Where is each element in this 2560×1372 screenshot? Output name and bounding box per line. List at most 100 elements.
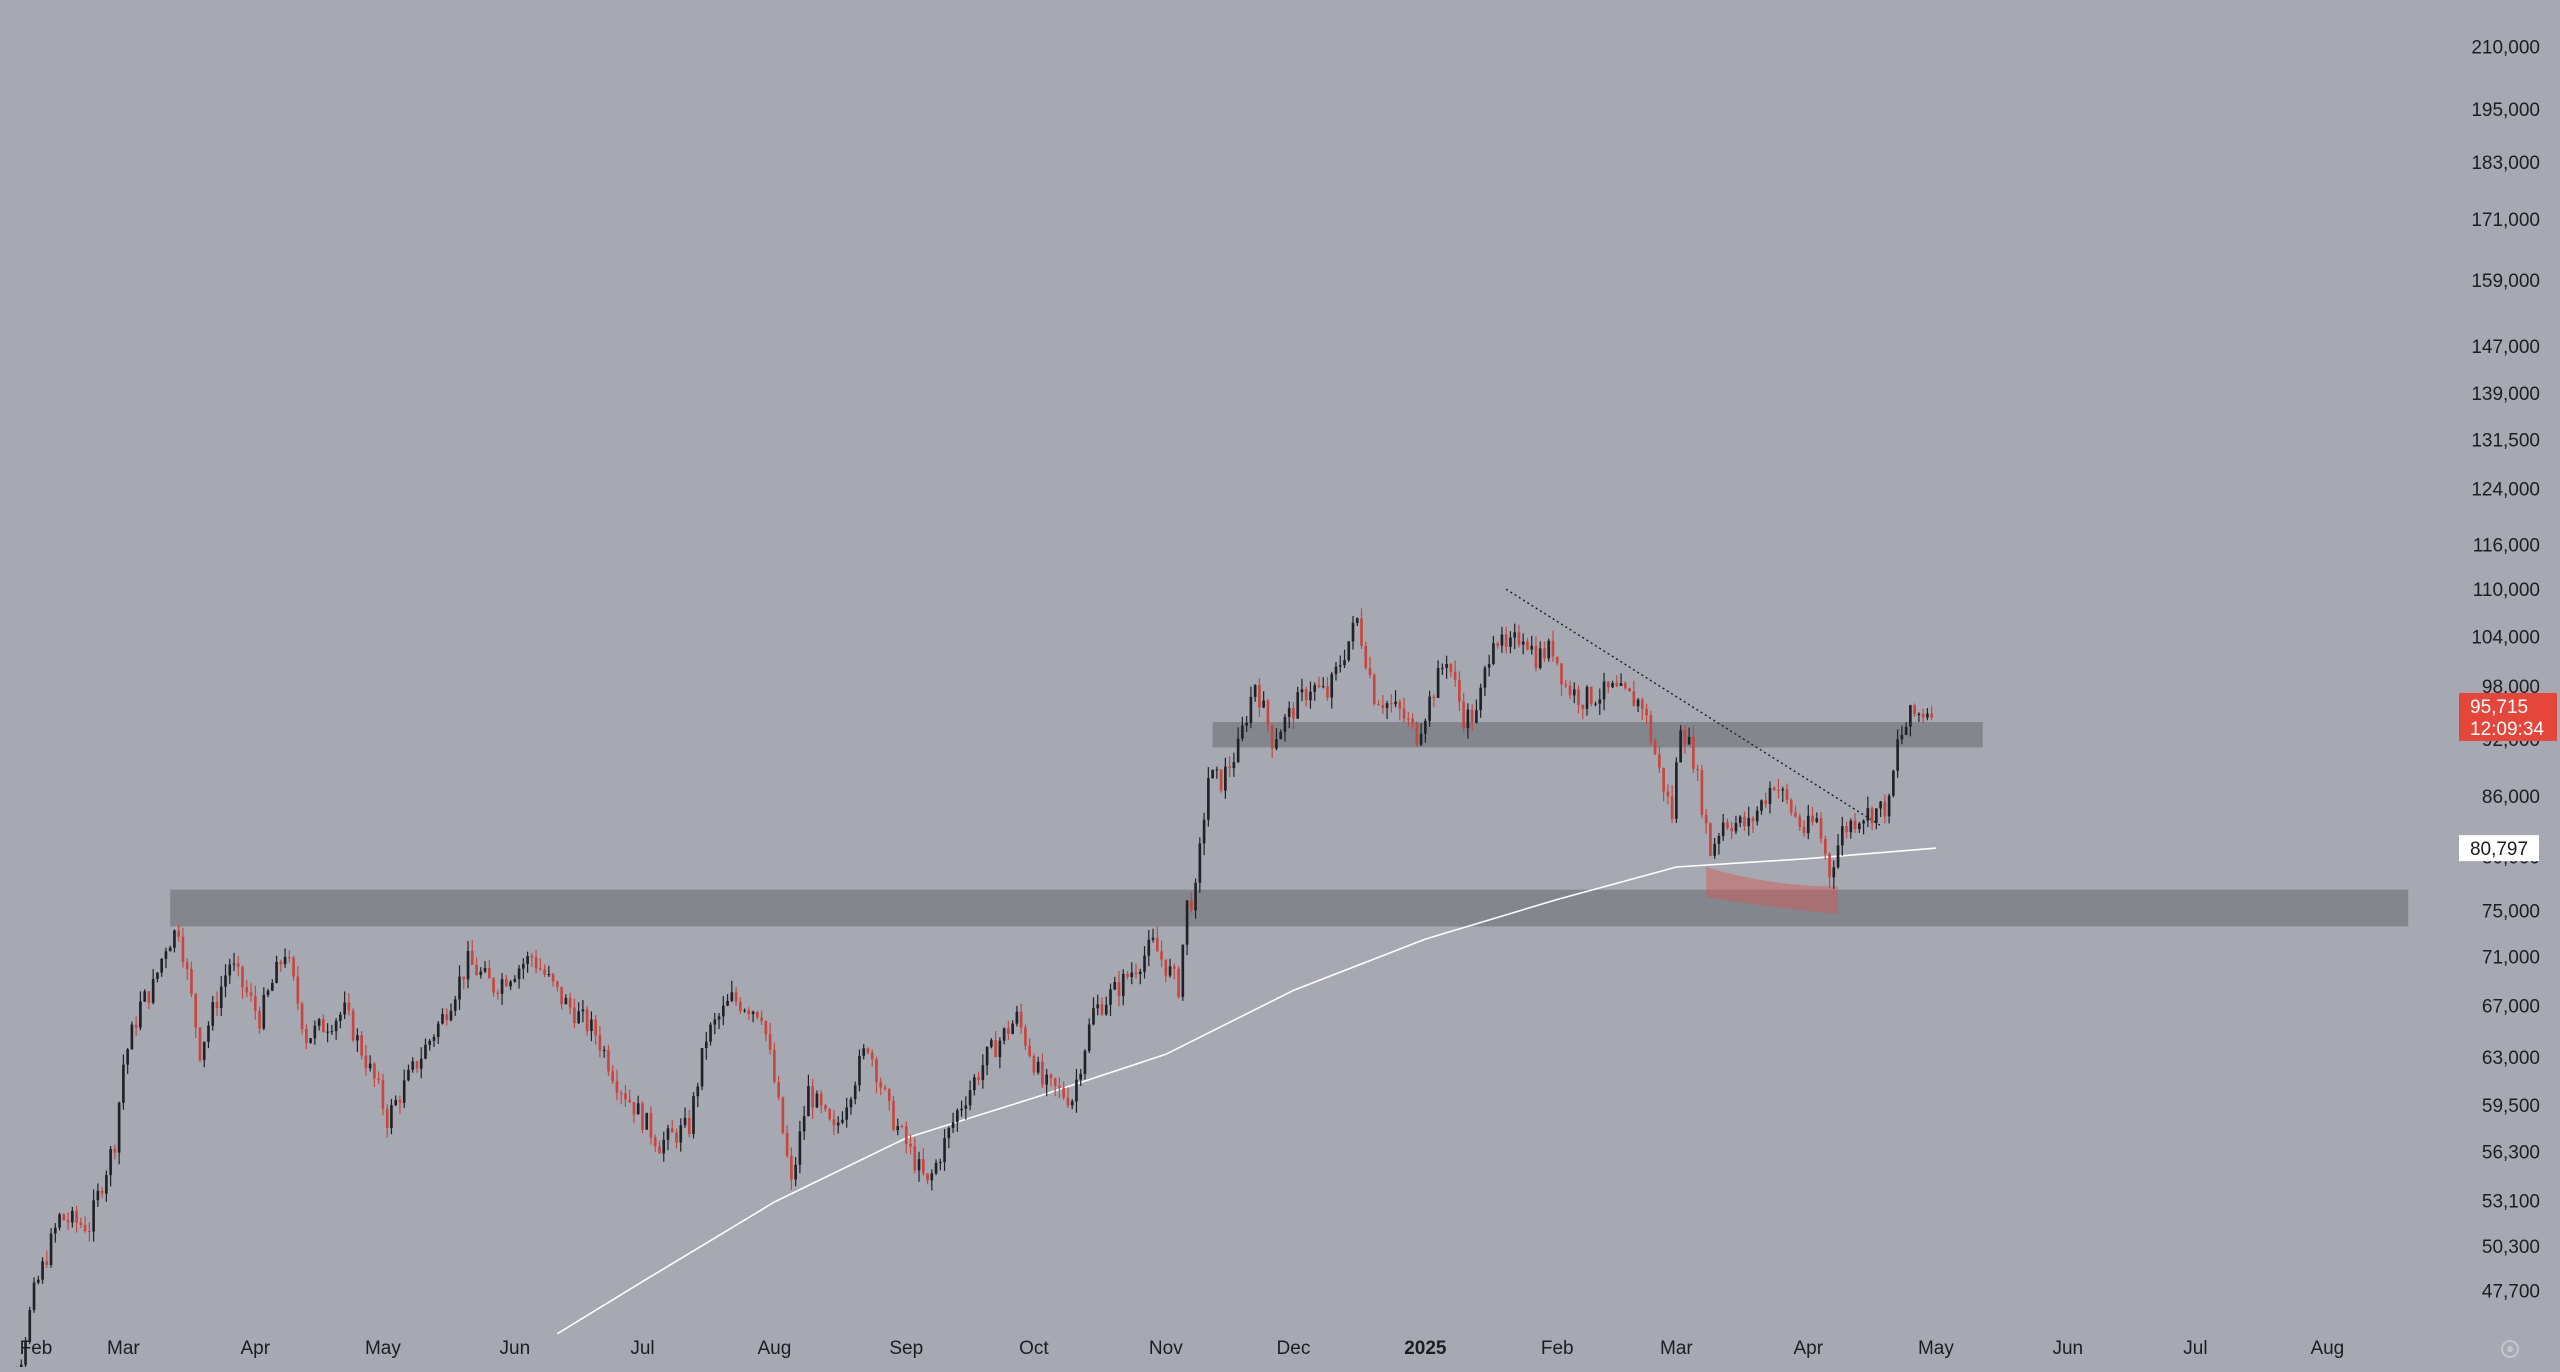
candle[interactable] <box>981 1065 985 1081</box>
candle[interactable] <box>1653 741 1657 755</box>
candle[interactable] <box>1194 882 1197 911</box>
candle[interactable] <box>1819 818 1823 839</box>
candle[interactable] <box>1015 1011 1019 1024</box>
candle[interactable] <box>1002 1028 1006 1041</box>
candle[interactable] <box>696 1086 700 1097</box>
candle[interactable] <box>279 961 283 965</box>
candle[interactable] <box>938 1162 942 1164</box>
candle[interactable] <box>270 982 274 991</box>
candle[interactable] <box>45 1261 49 1266</box>
candle[interactable] <box>62 1214 66 1221</box>
candle[interactable] <box>1862 820 1865 824</box>
candle[interactable] <box>424 1044 427 1059</box>
candle[interactable] <box>734 992 738 1002</box>
candle[interactable] <box>1121 973 1125 997</box>
candle[interactable] <box>24 1341 27 1365</box>
candle[interactable] <box>726 1000 729 1006</box>
candle[interactable] <box>960 1108 963 1111</box>
candle[interactable] <box>1726 822 1729 828</box>
candle[interactable] <box>1326 686 1329 698</box>
candle[interactable] <box>1832 867 1836 878</box>
candle[interactable] <box>168 947 172 952</box>
candle[interactable] <box>721 1005 725 1017</box>
candle[interactable] <box>824 1105 827 1110</box>
candle[interactable] <box>585 1009 589 1031</box>
candle[interactable] <box>339 1014 342 1021</box>
candle[interactable] <box>53 1227 57 1234</box>
candle[interactable] <box>1755 810 1759 822</box>
candle[interactable] <box>577 1011 580 1024</box>
candle[interactable] <box>1764 800 1768 804</box>
candle[interactable] <box>739 1001 742 1011</box>
candle[interactable] <box>628 1099 632 1102</box>
candle[interactable] <box>1538 648 1542 669</box>
candle[interactable] <box>900 1126 904 1128</box>
candle[interactable] <box>92 1200 95 1232</box>
candle[interactable] <box>1509 637 1512 647</box>
candle[interactable] <box>641 1103 644 1130</box>
candle[interactable] <box>1526 641 1529 650</box>
candle[interactable] <box>1219 769 1223 791</box>
candle[interactable] <box>356 1035 359 1041</box>
candle[interactable] <box>1168 966 1172 976</box>
candle[interactable] <box>887 1089 891 1101</box>
candle[interactable] <box>160 958 164 973</box>
candle[interactable] <box>236 963 240 967</box>
candle[interactable] <box>1645 708 1648 716</box>
candle[interactable] <box>1649 715 1653 742</box>
candle[interactable] <box>968 1090 972 1106</box>
candle[interactable] <box>317 1019 321 1026</box>
candle[interactable] <box>1100 1004 1104 1015</box>
candle[interactable] <box>1628 688 1631 692</box>
candle[interactable] <box>1892 770 1895 796</box>
candle[interactable] <box>1496 643 1499 646</box>
candle[interactable] <box>1836 845 1840 868</box>
candle[interactable] <box>985 1046 989 1066</box>
candle[interactable] <box>913 1146 917 1171</box>
candle[interactable] <box>1866 808 1870 821</box>
candle[interactable] <box>415 1061 419 1069</box>
candle[interactable] <box>1092 1008 1095 1025</box>
candle[interactable] <box>551 974 555 982</box>
candle[interactable] <box>1177 968 1180 997</box>
candle[interactable] <box>283 957 287 965</box>
candle[interactable] <box>815 1093 819 1108</box>
candle[interactable] <box>436 1023 440 1038</box>
candle[interactable] <box>28 1309 32 1342</box>
candle[interactable] <box>951 1122 955 1129</box>
candle[interactable] <box>866 1048 870 1053</box>
candle[interactable] <box>1245 722 1248 726</box>
candle[interactable] <box>1806 815 1810 834</box>
candle[interactable] <box>790 1155 793 1180</box>
candle[interactable] <box>198 1027 202 1061</box>
candle[interactable] <box>1909 705 1912 727</box>
candle[interactable] <box>343 1002 346 1015</box>
candle[interactable] <box>1721 822 1725 837</box>
candle[interactable] <box>1445 664 1448 668</box>
candle[interactable] <box>347 1002 351 1011</box>
candle[interactable] <box>539 968 542 970</box>
candle[interactable] <box>1351 622 1355 642</box>
candle[interactable] <box>1398 701 1402 709</box>
candle[interactable] <box>122 1064 125 1103</box>
candle[interactable] <box>305 1028 308 1044</box>
candle[interactable] <box>1109 989 1112 1005</box>
candle[interactable] <box>1589 686 1593 705</box>
candle[interactable] <box>1879 801 1882 809</box>
candle[interactable] <box>1215 769 1219 771</box>
candle[interactable] <box>109 1148 112 1176</box>
candle[interactable] <box>832 1119 836 1126</box>
candle[interactable] <box>390 1105 393 1128</box>
candle[interactable] <box>611 1071 615 1082</box>
candle[interactable] <box>249 992 253 996</box>
candle[interactable] <box>1555 656 1559 664</box>
candle[interactable] <box>509 981 512 987</box>
candle[interactable] <box>1602 681 1606 700</box>
candle[interactable] <box>1207 778 1210 820</box>
candle[interactable] <box>1338 665 1342 667</box>
candle[interactable] <box>1275 739 1278 749</box>
candle[interactable] <box>994 1040 997 1058</box>
candle[interactable] <box>760 1017 763 1022</box>
candle[interactable] <box>1534 645 1538 669</box>
candle[interactable] <box>573 1007 576 1024</box>
